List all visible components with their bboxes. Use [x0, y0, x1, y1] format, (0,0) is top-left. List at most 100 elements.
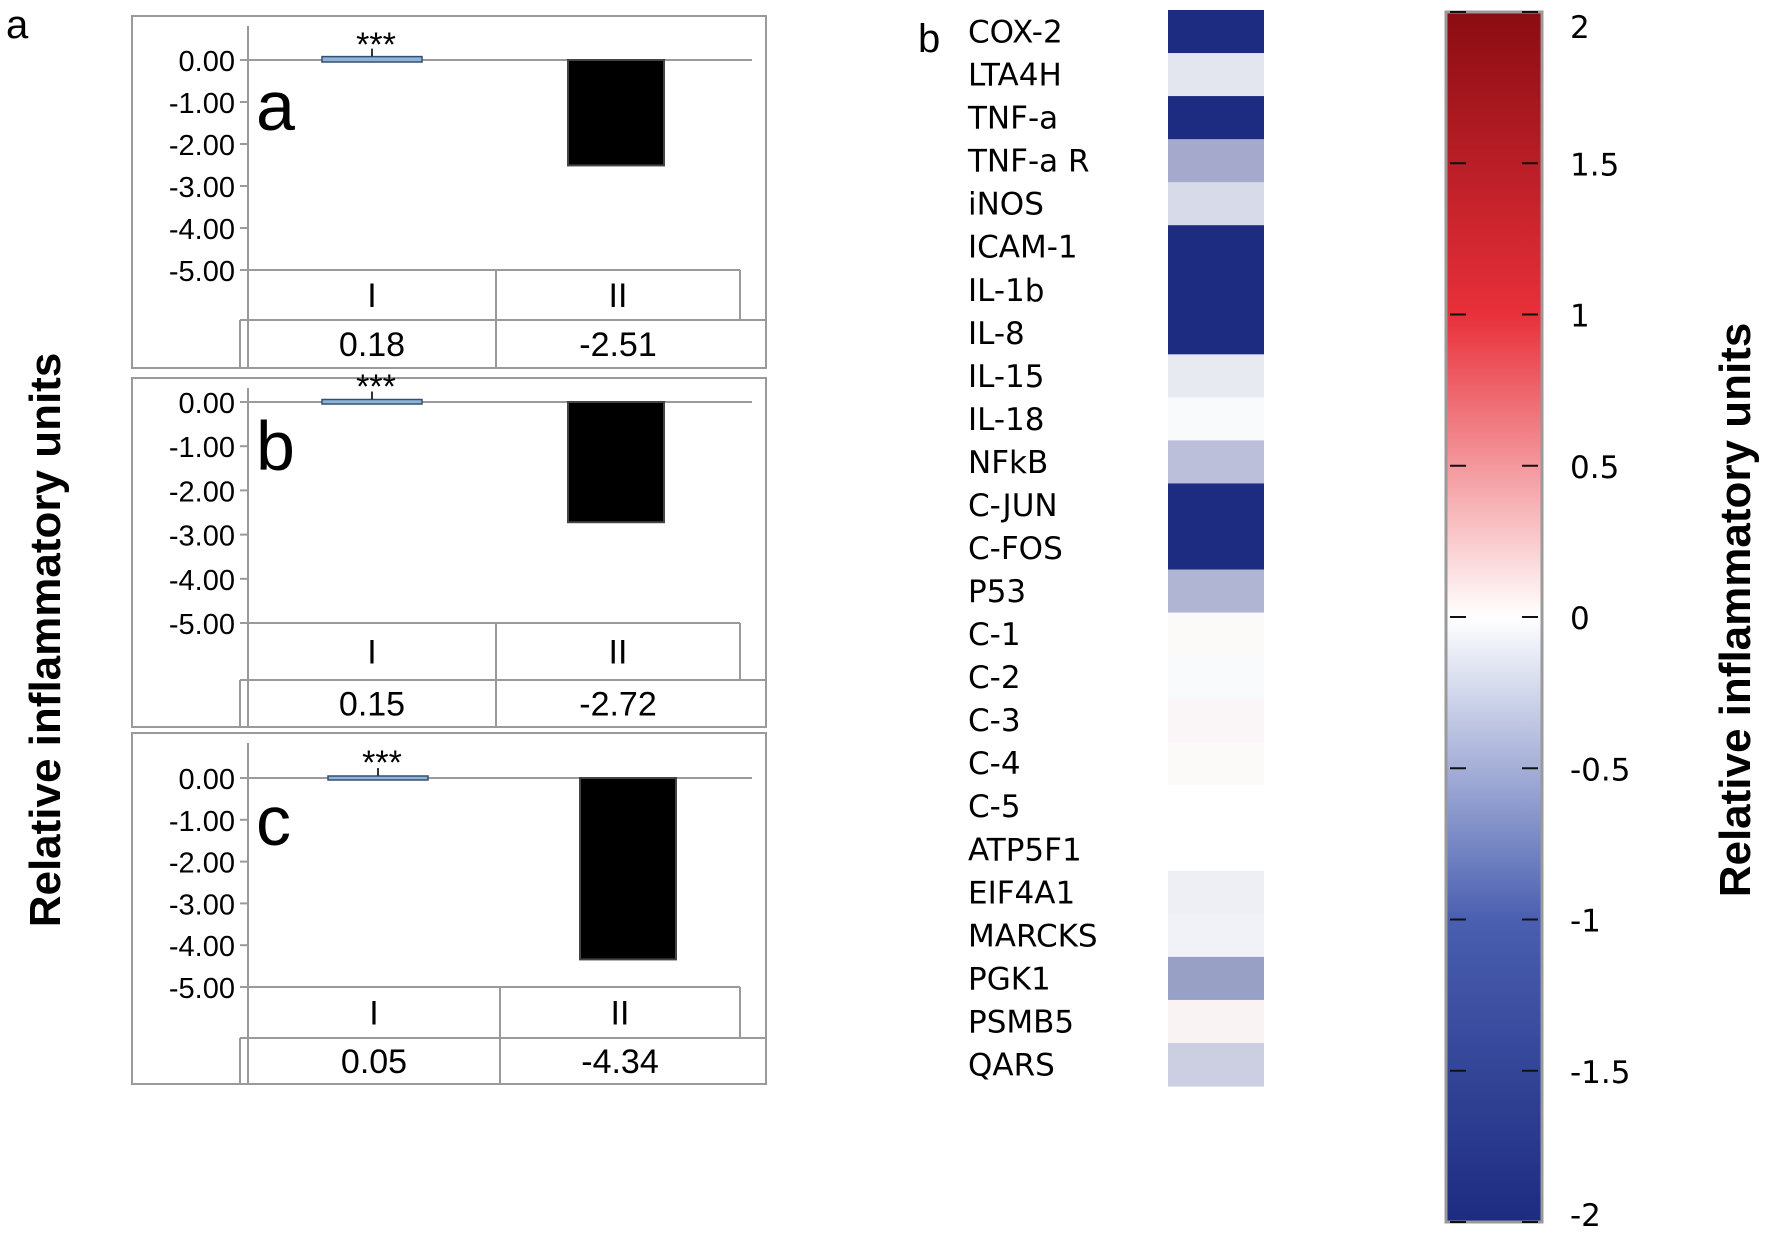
y-tick-label: -5.00: [169, 973, 235, 1005]
value-label: -4.34: [581, 1043, 659, 1081]
gene-label: LTA4H: [968, 58, 1062, 94]
gene-label: iNOS: [968, 187, 1044, 223]
gene-label: MARCKS: [968, 918, 1098, 954]
colorbar: 2 1.5 1 0.5 0 -0.5 -1 -1.5 -2: [1444, 10, 1631, 1234]
heatmap-cell: [1168, 354, 1264, 398]
heatmap-cell: [1168, 311, 1264, 355]
gene-label: IL-15: [968, 359, 1045, 395]
y-tick-label: -2.00: [169, 848, 235, 880]
gene-label: C-FOS: [968, 531, 1063, 567]
heatmap-cell: [1168, 225, 1264, 269]
y-tick-label: -3.00: [169, 172, 235, 204]
y-tick-label: -2.00: [169, 130, 235, 162]
gene-label: COX-2: [968, 15, 1063, 51]
gene-label: IL-8: [968, 316, 1025, 352]
heatmap-cell: [1168, 827, 1264, 872]
y-tick-label: -5.00: [169, 609, 235, 641]
colorbar-tick-label: -1.5: [1570, 1055, 1631, 1091]
heatmap-cell: [1168, 139, 1264, 183]
heatmap-cell: [1168, 741, 1264, 786]
y-tick-label: 0.00: [179, 764, 235, 796]
y-tick-label: -1.00: [169, 806, 235, 838]
y-tick-label: 0.00: [179, 46, 235, 78]
heatmap-cell: [1168, 526, 1264, 571]
heatmap-cell: [1168, 569, 1264, 614]
heatmap-cell: [1168, 397, 1264, 441]
heatmap-cell: [1168, 655, 1264, 700]
y-tick-label: -5.00: [169, 256, 235, 288]
gene-label: PGK1: [968, 961, 1051, 997]
value-label: -2.51: [579, 326, 657, 364]
heatmap-cell: [1168, 913, 1264, 958]
heatmap-cell: [1168, 612, 1264, 657]
heatmap-cell: [1168, 10, 1264, 54]
y-tick-label: -3.00: [169, 521, 235, 553]
gene-label: ATP5F1: [968, 832, 1082, 868]
gene-label: TNF-a: [967, 101, 1058, 137]
category-label: I: [367, 634, 376, 672]
panel-frame: [131, 732, 767, 1085]
heatmap-cell: [1168, 96, 1264, 140]
colorbar-tick-label: 0.5: [1570, 450, 1619, 486]
significance-marker: ***: [356, 26, 396, 64]
gene-label: QARS: [968, 1047, 1055, 1083]
value-label: -2.72: [579, 686, 657, 724]
colorbar-tick-label: 2: [1570, 10, 1590, 46]
heatmap: COX-2 LTA4H TNF-a TNF-a R iNOS ICAM-1 IL-1b IL-…: [967, 10, 1264, 1087]
heatmap-cell: [1168, 999, 1264, 1044]
panel-label-a: a: [6, 3, 29, 47]
y-tick-label: 0.00: [179, 388, 235, 420]
category-label: II: [609, 634, 628, 672]
y-tick-label: -3.00: [169, 889, 235, 921]
heatmap-cell: [1168, 1042, 1264, 1087]
left-y-axis-label: Relative inflammatory units: [21, 353, 70, 928]
bar-category-II: [567, 401, 665, 524]
colorbar-tick-label: 0: [1570, 601, 1590, 637]
y-tick-label: -1.00: [169, 432, 235, 464]
heatmap-cell: [1168, 698, 1264, 743]
gene-label: NFkB: [968, 445, 1048, 481]
y-tick-label: -1.00: [169, 88, 235, 120]
bar-panel-b: 0.00-1.00-2.00-3.00-4.00-5.00b***I II0.15…: [131, 368, 767, 728]
colorbar-tick-label: 1: [1570, 299, 1590, 335]
gene-label: C-JUN: [968, 488, 1058, 524]
colorbar-tick-label: -0.5: [1570, 752, 1631, 788]
value-label: 0.15: [339, 686, 405, 724]
colorbar-tick-label: -2: [1570, 1198, 1601, 1234]
bar-panel-c: 0.00-1.00-2.00-3.00-4.00-5.00c***I II0.05…: [131, 732, 767, 1085]
gene-label: C-2: [968, 660, 1021, 696]
gene-label: IL-18: [968, 402, 1045, 438]
colorbar-tick-label: -1: [1570, 904, 1601, 940]
heatmap-cell: [1168, 956, 1264, 1001]
panel-letter: c: [256, 782, 291, 860]
heatmap-cell: [1168, 182, 1264, 226]
significance-marker: ***: [362, 744, 402, 782]
value-label: 0.05: [341, 1043, 407, 1081]
gene-label: C-5: [968, 789, 1021, 825]
gene-label: C-1: [968, 617, 1021, 653]
category-label: II: [609, 277, 628, 315]
panel-frame: [131, 377, 767, 728]
heatmap-cell: [1168, 483, 1264, 528]
heatmap-cell: [1168, 53, 1264, 97]
panel-frame: [131, 15, 767, 369]
heatmap-cell: [1168, 440, 1264, 485]
heatmap-cell: [1168, 784, 1264, 829]
gene-label: EIF4A1: [968, 875, 1075, 911]
heatmap-cell: [1168, 268, 1264, 312]
gene-label: TNF-a R: [967, 144, 1090, 180]
value-label: 0.18: [339, 326, 405, 364]
gene-label: PSMB5: [968, 1004, 1074, 1040]
category-label: II: [611, 995, 630, 1033]
significance-marker: ***: [356, 368, 396, 406]
panel-label-b: b: [918, 17, 940, 61]
category-label: I: [369, 995, 378, 1033]
y-tick-label: -4.00: [169, 214, 235, 246]
panel-letter: a: [256, 67, 295, 145]
y-tick-label: -4.00: [169, 565, 235, 597]
panel-letter: b: [256, 407, 295, 485]
heatmap-cell: [1168, 870, 1264, 915]
colorbar-tick-label: 1.5: [1570, 147, 1619, 183]
bar-category-II: [567, 59, 665, 167]
